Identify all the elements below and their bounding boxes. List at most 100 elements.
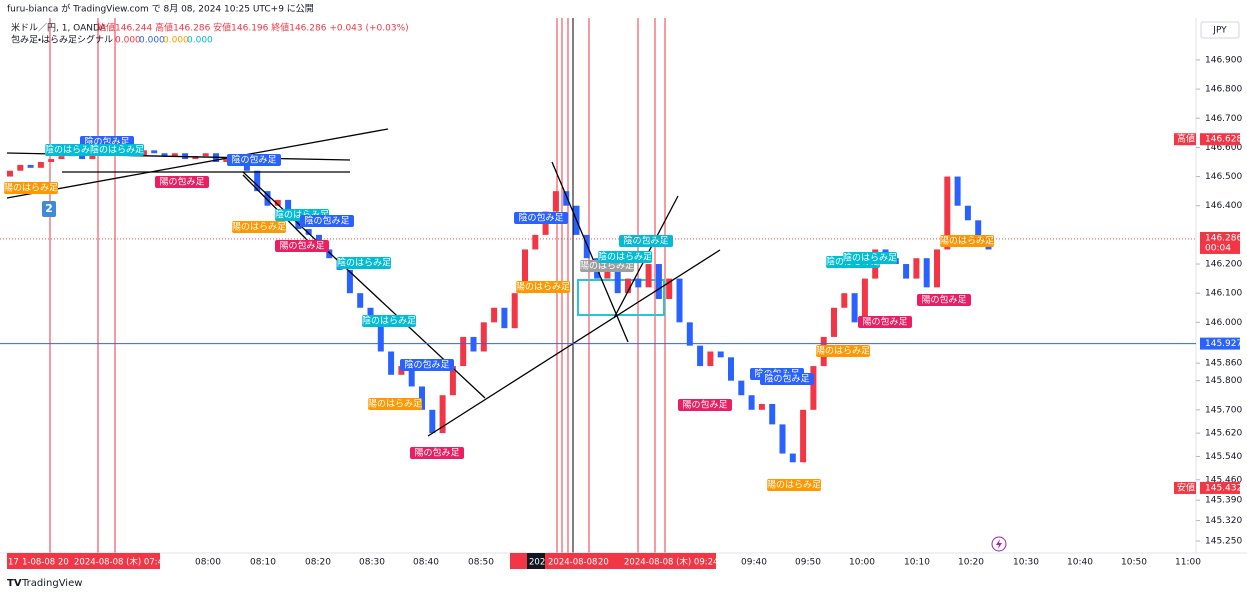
candle [655,264,662,300]
time-marker: 1-08-08 [22,558,55,568]
signal-box [598,251,652,263]
y-tick-label: 145.320 [1205,516,1242,526]
y-tick-label: 145.700 [1205,405,1242,415]
signal-box [45,144,99,156]
candle [27,164,34,168]
candle [738,380,745,396]
signal-box [858,316,912,328]
candle [388,351,395,375]
time-marker: 202 [529,558,545,568]
y-tick-label: 146.000 [1205,318,1242,328]
candle [58,156,65,160]
signal-box [767,479,821,491]
y-tick-label: 146.100 [1205,289,1242,299]
candle [491,307,498,323]
candle [151,150,158,154]
alert-icon[interactable] [991,536,1007,552]
signal-box [275,240,329,252]
x-tick-label: 10:00 [849,558,875,568]
signal-label: 陽の包み足 [921,294,966,306]
signal-box [227,154,281,166]
candle [202,153,209,157]
y-tick-label: 145.540 [1205,452,1242,462]
time-marker: 17 [8,558,19,568]
x-tick-label: 09:40 [741,558,767,568]
candle [295,220,302,230]
price-tag-text: 145.432 [1205,483,1242,493]
signal-label: 陰の包み足 [404,359,449,371]
indicator-value: 0.000 [163,36,189,46]
candle [841,293,848,308]
candle [583,234,590,259]
signal-label: 陽のはらみ足 [940,236,994,247]
candle [161,153,168,157]
signal-box [816,345,870,357]
signal-box [400,359,454,371]
x-tick-label: 08:00 [195,558,221,568]
candle [326,249,333,259]
candle [707,351,714,367]
candle [810,366,817,410]
candle [429,409,436,434]
y-tick-label: 145.860 [1205,359,1242,369]
candle [789,453,796,463]
signal-label: 陽の包み足 [279,240,324,252]
x-tick-label: 08:10 [250,558,276,568]
price-tag-name-bg [1174,481,1196,494]
candle [717,351,724,358]
candle [470,336,477,352]
candle [264,191,271,206]
candle [645,264,652,288]
y-tick-label: 146.600 [1205,143,1242,153]
candle [48,159,55,162]
candle [934,249,940,288]
price-axis: 146.900 146.800 146.700 146.600 146.500 146.4… [1174,55,1242,547]
signal-box [155,176,209,188]
candle [831,307,837,337]
price-tag [1200,481,1240,494]
signal-box [619,235,673,247]
time-marker: 2024-08-08 [548,558,597,568]
candle [274,199,281,206]
signal-label: 陰のはらみ足 [598,252,652,263]
signal-box [678,399,732,411]
candle [7,170,13,177]
candle [800,409,807,463]
signal-label: 陽のはらみ足 [516,282,570,293]
y-tick-label: 145.250 [1205,537,1242,547]
signal-box [843,252,897,264]
x-tick-label: 08:30 [359,558,385,568]
signal-label: 陽の包み足 [159,176,204,188]
price-tag-name-bg [1174,133,1196,146]
candle [758,403,765,410]
time-marker: 20 [58,558,69,568]
candle [439,395,446,434]
x-tick-label: 10:10 [904,558,930,568]
candle [923,258,930,288]
signal-box [4,182,58,194]
price-tag-text: 145.927 [1205,339,1242,349]
signal-label: 陰の包み足 [304,215,349,227]
x-tick-label: 08:40 [413,558,439,568]
y-tick-label: 146.200 [1205,260,1242,270]
signal-box [917,294,971,306]
candle [779,424,786,454]
signal-label: 陽のはらみ足 [4,183,58,194]
symbol: 米ドル／円, 1, OANDA [11,22,107,34]
signal-box [516,281,570,293]
signal-box [337,257,391,269]
candle [913,258,920,279]
candle [522,249,528,294]
signal-label: 陽のはらみ足 [368,399,422,410]
candle [501,307,508,329]
signal-label: 陽のはらみ足 [767,480,821,491]
candle [532,234,539,250]
candle [192,156,199,160]
time-marker-box [510,553,716,569]
time-marker-box [7,553,160,569]
time-marker: 20 [598,558,609,568]
indicator-value: 0.000 [187,36,213,46]
currency-button[interactable] [1200,21,1240,39]
candle [480,322,487,352]
y-tick-label: 146.700 [1205,114,1242,124]
